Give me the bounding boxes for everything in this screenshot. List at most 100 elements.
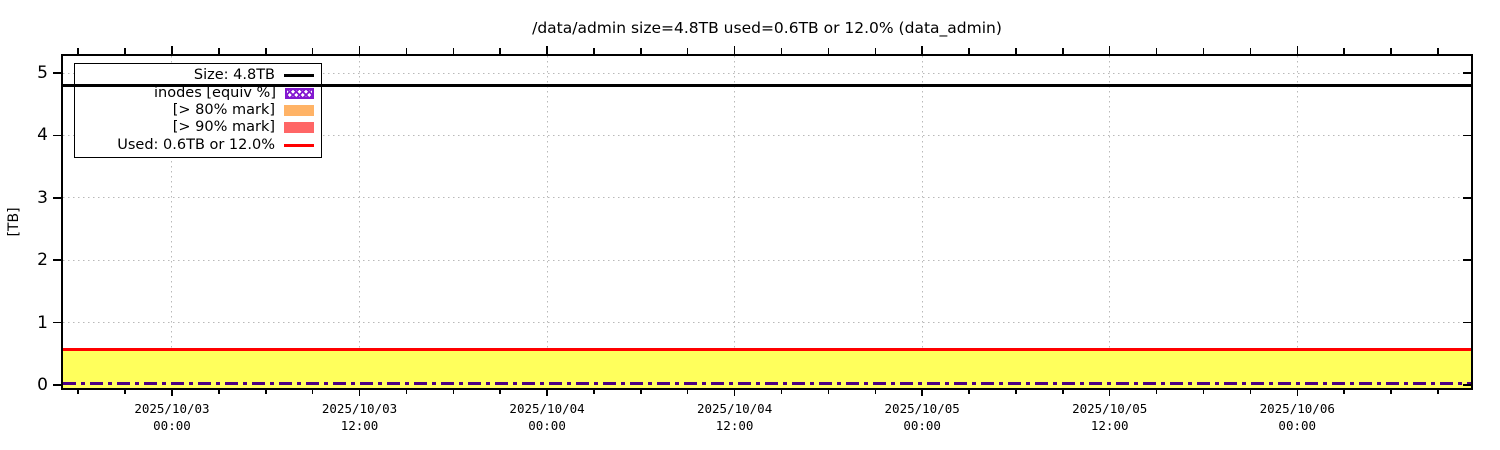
x-minor-tick (1155, 388, 1158, 394)
x-major-tick-top (171, 46, 173, 54)
x-minor-tick-top (1390, 48, 1392, 54)
x-gridline (171, 56, 173, 388)
y-gridline (63, 134, 1471, 136)
y-tick-label: 5 (37, 63, 48, 83)
x-minor-tick (77, 388, 79, 394)
y-tick-right (1463, 321, 1471, 324)
y-gridline (63, 197, 1471, 199)
y-tick-label: 3 (37, 187, 48, 208)
legend-label: Used: 0.6TB or 12.0% (117, 136, 275, 153)
y-tick-label: 2 (37, 250, 48, 271)
x-minor-tick (593, 388, 595, 394)
x-minor-tick (265, 388, 267, 394)
x-gridline (734, 56, 736, 388)
x-minor-tick (499, 388, 501, 394)
legend-label: inodes [equiv %] (153, 84, 276, 101)
x-minor-tick-top (405, 48, 408, 54)
x-minor-tick-top (1202, 48, 1205, 54)
x-major-tick-top (1108, 46, 1111, 54)
x-minor-tick-top (780, 48, 783, 54)
used-line (63, 347, 1471, 351)
x-minor-tick (1062, 388, 1064, 394)
x-minor-tick (1202, 388, 1205, 394)
x-minor-tick (780, 388, 783, 394)
y-tick-label: 4 (37, 125, 48, 146)
x-minor-tick-top (686, 48, 689, 54)
y-tick-left (53, 197, 61, 199)
legend-box-swatch (284, 122, 314, 134)
y-tick-left (53, 384, 61, 386)
x-major-tick (733, 388, 736, 396)
x-major-tick (171, 388, 173, 396)
legend-row: Size: 4.8TB (78, 67, 314, 84)
x-major-tick (546, 388, 548, 396)
x-minor-tick-top (452, 48, 455, 54)
x-minor-tick-top (77, 48, 79, 54)
x-major-tick (358, 388, 361, 396)
x-minor-tick-top (1062, 48, 1064, 54)
y-tick-left (53, 72, 61, 74)
y-tick-label: 1 (37, 312, 48, 333)
x-minor-tick-top (1249, 48, 1252, 54)
x-minor-tick (827, 388, 830, 394)
x-minor-tick (124, 388, 126, 394)
y-tick-left (53, 259, 61, 261)
x-minor-tick-top (218, 48, 220, 54)
y-tick-left (53, 321, 61, 324)
y-tick-right (1463, 134, 1471, 137)
x-minor-tick (686, 388, 689, 394)
x-major-tick-top (733, 46, 736, 54)
size-line (63, 83, 1471, 87)
x-tick-label: 2025/10/05 12:00 (1072, 401, 1148, 433)
x-minor-tick-top (1437, 48, 1439, 54)
x-minor-tick-top (968, 48, 970, 54)
x-tick-label: 2025/10/04 12:00 (696, 401, 773, 433)
x-gridline (1296, 56, 1298, 388)
x-minor-tick-top (593, 48, 595, 54)
legend-row: [> 80% mark] (78, 102, 314, 119)
x-tick-label: 2025/10/04 00:00 (509, 401, 585, 433)
legend: Size: 4.8TB inodes [equiv %] [> 80% mark][… (74, 63, 322, 158)
legend-label: [> 90% mark] (172, 119, 275, 136)
plot-area: Size: 4.8TB inodes [equiv %] [> 80% mark][… (53, 46, 1473, 396)
x-minor-tick-top (1015, 48, 1017, 54)
x-tick-label: 2025/10/03 12:00 (321, 401, 398, 433)
x-minor-tick (1437, 388, 1439, 394)
y-tick-right (1463, 384, 1471, 386)
y-gridline (63, 72, 1471, 74)
legend-line-swatch (284, 74, 314, 78)
legend-row: [> 90% mark] (78, 119, 314, 136)
x-minor-tick (1249, 388, 1252, 394)
x-major-tick-top (1296, 46, 1298, 54)
x-major-tick-top (358, 46, 361, 54)
x-minor-tick (405, 388, 408, 394)
x-major-tick-top (921, 46, 923, 54)
x-tick-label: 2025/10/05 00:00 (884, 401, 960, 433)
x-gridline (359, 56, 361, 388)
x-minor-tick (1390, 388, 1392, 394)
x-tick-label: 2025/10/03 00:00 (134, 401, 210, 433)
x-minor-tick (218, 388, 220, 394)
legend-box-swatch (284, 104, 314, 116)
x-gridline (921, 56, 923, 388)
x-gridline (1109, 56, 1111, 388)
x-minor-tick (874, 388, 877, 394)
x-major-tick (1108, 388, 1111, 396)
x-minor-tick-top (124, 48, 126, 54)
y-tick-right (1463, 197, 1471, 199)
chart-title: /data/admin size=4.8TB used=0.6TB or 12.… (532, 19, 1002, 37)
x-major-tick (1296, 388, 1298, 396)
x-minor-tick-top (827, 48, 830, 54)
x-minor-tick (968, 388, 970, 394)
x-minor-tick-top (1155, 48, 1158, 54)
legend-label: Size: 4.8TB (193, 67, 275, 84)
x-minor-tick-top (1343, 48, 1345, 54)
x-minor-tick-top (874, 48, 877, 54)
x-minor-tick-top (265, 48, 267, 54)
x-minor-tick (311, 388, 314, 394)
legend-row: inodes [equiv %] (78, 85, 314, 102)
y-tick-label: 0 (37, 375, 48, 395)
x-minor-tick (452, 388, 455, 394)
inodes-line (63, 381, 1471, 385)
legend-row: Used: 0.6TB or 12.0% (78, 137, 314, 154)
